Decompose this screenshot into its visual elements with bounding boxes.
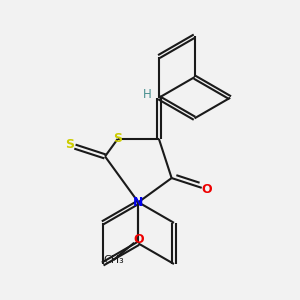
Text: H: H [142, 88, 151, 101]
Text: O: O [202, 183, 212, 196]
Text: N: N [133, 196, 143, 209]
Text: CH₃: CH₃ [103, 255, 124, 265]
Text: O: O [133, 233, 144, 246]
Text: S: S [113, 132, 122, 146]
Text: S: S [65, 139, 74, 152]
